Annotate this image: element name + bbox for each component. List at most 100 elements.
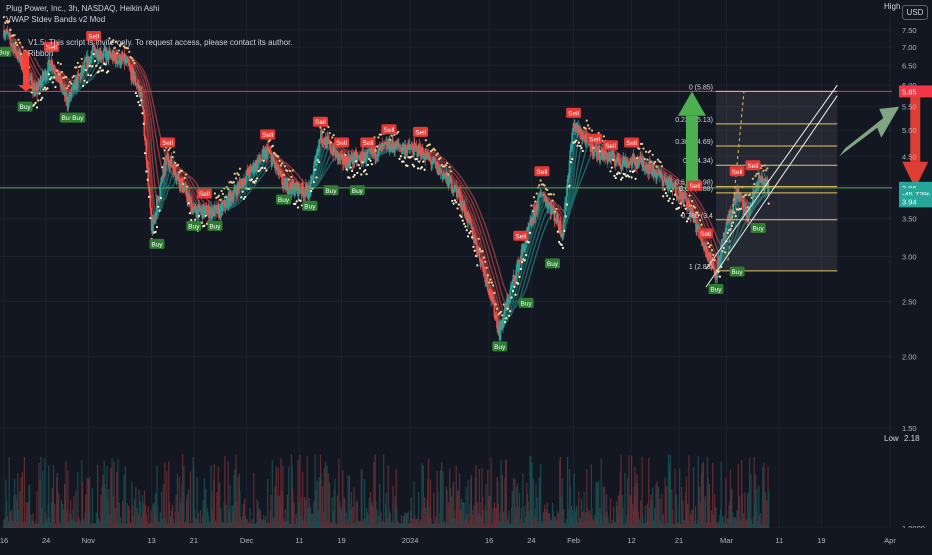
ribbon-segment [167, 186, 168, 187]
ribbon-segment [498, 292, 499, 295]
ribbon-segment [135, 68, 136, 69]
ribbon-segment [261, 171, 262, 172]
ribbon-segment [321, 157, 322, 160]
ribbon-segment [252, 175, 253, 176]
ribbon-segment [473, 211, 474, 213]
ribbon-segment [494, 289, 495, 292]
ribbon-segment [542, 212, 543, 214]
ribbon-segment [169, 182, 170, 184]
ribbon-segment [529, 238, 530, 240]
ribbon-segment [539, 214, 540, 216]
ribbon-segment [496, 301, 497, 303]
ribbon-segment [576, 134, 577, 137]
ribbon-segment [288, 174, 289, 175]
ribbon-segment [340, 149, 341, 150]
ribbon-segment [479, 227, 480, 229]
ribbon-segment [472, 215, 473, 217]
ribbon-segment [253, 175, 254, 176]
ribbon-segment [137, 67, 138, 68]
ribbon-segment [514, 304, 515, 306]
ribbon-segment [444, 169, 445, 170]
ribbon-segment [49, 80, 50, 81]
ribbon-segment [459, 183, 460, 184]
ribbon-segment [470, 203, 471, 204]
ribbon-segment [484, 259, 485, 261]
ribbon-segment [494, 277, 495, 279]
ribbon-segment [33, 63, 34, 64]
ribbon-segment [508, 318, 509, 320]
ribbon-segment [521, 270, 522, 272]
ribbon-segment [466, 200, 467, 202]
ribbon-segment [150, 102, 151, 106]
ribbon-segment [473, 220, 474, 223]
ribbon-segment [487, 270, 488, 272]
ribbon-segment [539, 222, 540, 224]
ribbon-segment [179, 169, 180, 170]
ribbon-segment [475, 229, 476, 231]
ribbon-segment [204, 203, 205, 204]
ribbon-segment [707, 240, 708, 242]
ribbon-segment [177, 170, 178, 172]
ribbon-segment [458, 182, 459, 183]
ribbon-segment [33, 80, 34, 81]
ribbon-segment [554, 205, 555, 207]
ribbon-segment [530, 249, 531, 251]
ribbon-segment [152, 110, 153, 114]
ribbon-segment [167, 176, 168, 179]
ribbon-segment [482, 253, 483, 255]
ribbon-segment [182, 176, 183, 177]
ribbon-segment [531, 235, 532, 237]
ribbon-segment [562, 215, 563, 216]
ribbon-segment [319, 167, 320, 170]
ribbon-segment [537, 226, 538, 228]
ribbon-segment [141, 75, 142, 76]
ribbon-segment [489, 268, 490, 271]
ribbon-segment [532, 226, 533, 228]
ribbon-segment [498, 305, 499, 308]
ribbon-segment [262, 162, 263, 163]
ribbon-segment [468, 200, 469, 201]
ribbon-segment [574, 134, 575, 138]
ribbon-segment [156, 165, 157, 171]
ribbon-segment [164, 183, 165, 186]
ribbon-segment [471, 218, 472, 220]
ribbon-segment [53, 74, 54, 75]
ribbon-segment [485, 255, 486, 257]
ribbon-segment [202, 200, 203, 201]
ribbon-segment [90, 69, 91, 70]
ribbon-segment [147, 118, 148, 126]
ribbon-segment [162, 203, 163, 206]
ribbon-segment [260, 165, 261, 166]
ribbon-segment [513, 292, 514, 295]
ribbon-segment [464, 196, 465, 197]
ribbon-segment [154, 205, 155, 210]
ribbon-segment [711, 241, 712, 243]
ribbon-segment [193, 202, 194, 203]
ribbon-segment [192, 182, 193, 183]
ribbon-segment [235, 195, 236, 197]
ribbon-segment [146, 102, 147, 106]
ribbon-segment [712, 252, 713, 253]
ribbon-segment [460, 184, 461, 185]
ribbon-segment [431, 155, 432, 156]
ribbon-segment [527, 250, 528, 253]
ribbon-segment [572, 190, 573, 195]
ribbon-segment [90, 77, 91, 78]
ribbon-segment [712, 245, 713, 246]
ribbon-segment [339, 150, 340, 151]
ribbon-segment [257, 172, 258, 173]
ribbon-segment [252, 183, 253, 184]
ribbon-segment [533, 232, 534, 234]
ribbon-segment [450, 173, 451, 174]
ribbon-segment [186, 173, 187, 174]
ribbon-segment [316, 173, 317, 175]
ribbon-segment [442, 168, 443, 169]
ribbon-segment [154, 126, 155, 130]
ribbon-segment [538, 224, 539, 226]
ribbon-segment [322, 164, 323, 166]
ribbon-segment [480, 238, 481, 240]
ribbon-segment [159, 153, 160, 157]
ribbon-segment [63, 81, 64, 82]
